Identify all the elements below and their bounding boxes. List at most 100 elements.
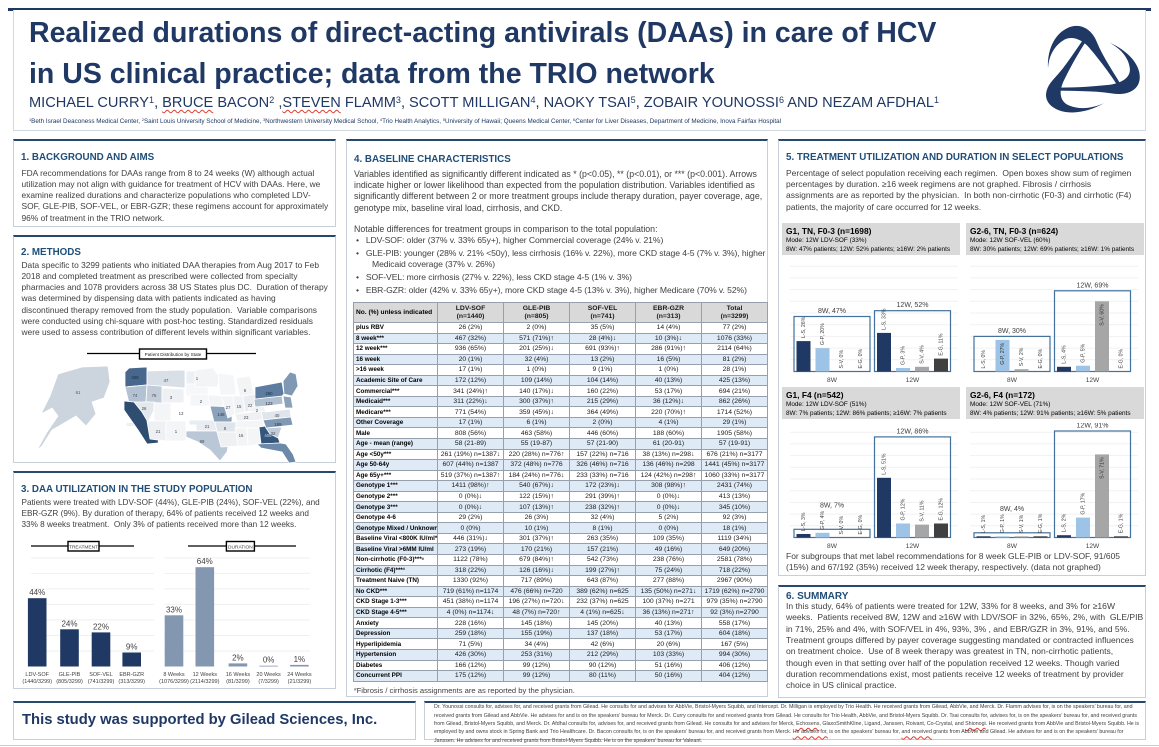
svg-text:S-V, 4%: S-V, 4% (920, 345, 926, 364)
svg-text:26: 26 (142, 406, 147, 411)
svg-text:G-P, 17%: G-P, 17% (1081, 492, 1087, 514)
svg-text:61: 61 (76, 390, 81, 395)
svg-text:13: 13 (179, 411, 184, 416)
svg-text:E-G, 1%: E-G, 1% (1119, 513, 1125, 533)
svg-text:12W, 69%: 12W, 69% (1077, 282, 1109, 289)
svg-text:S-V, 60%: S-V, 60% (1100, 304, 1106, 326)
svg-text:280: 280 (265, 391, 273, 396)
svg-text:8W, 30%: 8W, 30% (998, 328, 1026, 335)
svg-text:E-G, 0%: E-G, 0% (1038, 349, 1044, 369)
svg-text:32: 32 (271, 431, 276, 436)
svg-text:12W, 86%: 12W, 86% (897, 428, 929, 435)
svg-text:G-P, 3%: G-P, 3% (901, 346, 907, 365)
svg-text:8: 8 (224, 426, 227, 431)
svg-text:(805/3299): (805/3299) (56, 679, 83, 685)
svg-text:G-P, 12%: G-P, 12% (901, 498, 907, 520)
svg-text:8W, 7%: 8W, 7% (820, 502, 844, 509)
svg-text:E-G, 11%: E-G, 11% (939, 333, 945, 355)
svg-text:E-G, 0%: E-G, 0% (858, 349, 864, 369)
svg-text:S-V, 0%: S-V, 0% (839, 350, 845, 369)
svg-text:21: 21 (156, 429, 161, 434)
svg-text:DURATION: DURATION (228, 545, 253, 551)
svg-text:8W: 8W (827, 543, 838, 550)
svg-text:76: 76 (152, 393, 157, 398)
svg-text:23: 23 (244, 415, 249, 420)
svg-text:15: 15 (237, 404, 242, 409)
svg-text:E-G, 1%: E-G, 1% (1038, 513, 1044, 533)
svg-text:189: 189 (274, 422, 282, 427)
svg-text:S-V, 71%: S-V, 71% (1100, 457, 1106, 479)
svg-text:S-V, 2%: S-V, 2% (1019, 347, 1025, 366)
svg-text:44%: 44% (29, 588, 45, 597)
svg-text:E-G, 0%: E-G, 0% (1119, 349, 1125, 369)
svg-text:2: 2 (256, 408, 259, 413)
svg-text:L-S, 0%: L-S, 0% (981, 350, 987, 369)
svg-text:16: 16 (239, 433, 244, 438)
svg-text:12W: 12W (1086, 377, 1100, 384)
svg-text:LDV-SOF: LDV-SOF (25, 672, 49, 678)
svg-text:1%: 1% (294, 655, 306, 664)
svg-text:22%: 22% (93, 622, 109, 631)
svg-text:(81/3299): (81/3299) (226, 679, 250, 685)
svg-text:33%: 33% (166, 605, 182, 614)
svg-text:S-V, 0%: S-V, 0% (839, 516, 845, 535)
svg-text:L-S, 1%: L-S, 1% (981, 514, 987, 533)
svg-text:8W: 8W (1007, 377, 1018, 384)
svg-text:8W, 4%: 8W, 4% (1000, 506, 1024, 513)
svg-text:L-S, 51%: L-S, 51% (882, 453, 888, 475)
svg-text:27: 27 (226, 405, 231, 410)
svg-text:E-G, 12%: E-G, 12% (939, 498, 945, 521)
svg-text:12W: 12W (906, 377, 920, 384)
svg-text:2: 2 (200, 399, 203, 404)
svg-text:21: 21 (205, 424, 210, 429)
svg-text:99: 99 (200, 439, 205, 444)
svg-text:123: 123 (265, 401, 273, 406)
svg-text:(1076/3299): (1076/3299) (159, 679, 189, 685)
svg-text:GLE-PIB: GLE-PIB (59, 672, 81, 678)
svg-text:EBR-GZR: EBR-GZR (119, 672, 144, 678)
svg-text:8W: 8W (827, 377, 838, 384)
svg-text:E-G, 0%: E-G, 0% (858, 515, 864, 535)
svg-text:40: 40 (275, 413, 280, 418)
svg-text:3: 3 (170, 395, 173, 400)
svg-text:8W, 47%: 8W, 47% (818, 308, 846, 315)
svg-text:(2114/3299): (2114/3299) (190, 679, 219, 685)
svg-text:6: 6 (244, 388, 247, 393)
svg-text:L-S, 26%: L-S, 26% (801, 316, 807, 338)
svg-text:L-S, 33%: L-S, 33% (882, 308, 888, 330)
svg-text:G-P, 4%: G-P, 4% (820, 510, 826, 529)
svg-text:(7/3299): (7/3299) (258, 679, 279, 685)
svg-text:406: 406 (264, 433, 272, 438)
svg-text:148: 148 (217, 412, 225, 417)
svg-text:(741/3299): (741/3299) (88, 679, 115, 685)
svg-text:24 Weeks: 24 Weeks (287, 672, 312, 678)
svg-text:(1440/3299): (1440/3299) (22, 679, 52, 685)
svg-text:47: 47 (164, 378, 169, 383)
svg-text:9%: 9% (126, 643, 138, 652)
svg-text:S-V, 11%: S-V, 11% (920, 500, 926, 521)
svg-text:2%: 2% (232, 653, 244, 662)
svg-text:24%: 24% (61, 619, 77, 628)
svg-text:64%: 64% (197, 557, 213, 566)
svg-text:12W, 91%: 12W, 91% (1077, 423, 1109, 430)
svg-text:409: 409 (131, 375, 139, 380)
svg-text:Patient Distribution by State: Patient Distribution by State (145, 352, 202, 357)
svg-text:8W: 8W (1007, 543, 1018, 550)
svg-text:1: 1 (196, 376, 199, 381)
svg-text:16 Weeks: 16 Weeks (226, 672, 251, 678)
svg-text:SOF-VEL: SOF-VEL (89, 672, 113, 678)
svg-text:74: 74 (133, 393, 138, 398)
svg-text:12 Weeks: 12 Weeks (193, 672, 218, 678)
svg-text:(21/3299): (21/3299) (288, 679, 312, 685)
svg-text:L-S, 4%: L-S, 4% (1062, 345, 1068, 364)
svg-text:22: 22 (248, 403, 253, 408)
svg-text:L-S, 2%: L-S, 2% (1062, 513, 1068, 532)
svg-text:G-P, 27%: G-P, 27% (1000, 343, 1006, 365)
svg-text:L-S, 3%: L-S, 3% (801, 512, 807, 531)
svg-text:20 Weeks: 20 Weeks (256, 672, 281, 678)
svg-text:0%: 0% (263, 656, 275, 665)
svg-text:8 Weeks: 8 Weeks (163, 672, 185, 678)
svg-text:TREATMENT: TREATMENT (69, 545, 98, 551)
svg-text:(313/3299): (313/3299) (118, 679, 145, 685)
svg-text:12W: 12W (906, 543, 920, 550)
